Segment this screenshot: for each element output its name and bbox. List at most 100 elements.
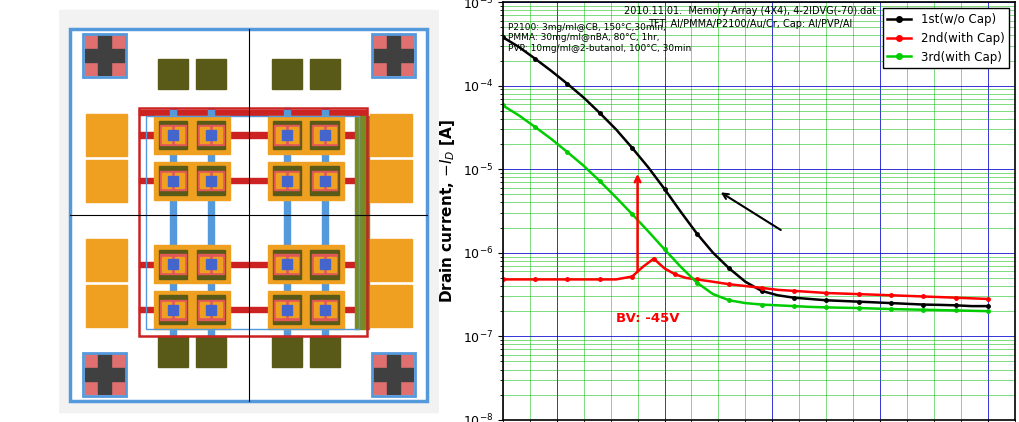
Legend: 1st(w/o Cap), 2nd(with Cap), 3rd(with Cap): 1st(w/o Cap), 2nd(with Cap), 3rd(with Ca… (881, 8, 1008, 68)
Bar (197, 250, 225, 279)
3rd(with Cap) (642, 229, 654, 234)
3rd(with Cap) (836, 305, 848, 310)
Bar (139, 307, 367, 312)
Bar (312, 254, 337, 274)
Bar (310, 295, 339, 324)
Bar (399, 62, 413, 75)
Bar (327, 173, 335, 188)
1st(w/o Cap) (560, 81, 573, 87)
Bar (199, 171, 223, 190)
Bar (158, 166, 187, 195)
2nd(with Cap) (706, 279, 718, 284)
3rd(with Cap) (883, 306, 896, 311)
1st(w/o Cap) (706, 250, 718, 255)
Bar (370, 114, 412, 156)
2nd(with Cap) (981, 296, 994, 301)
2nd(with Cap) (819, 290, 832, 295)
Bar (192, 116, 229, 154)
Bar (200, 173, 209, 188)
Bar (192, 162, 229, 200)
Bar (154, 245, 192, 283)
1st(w/o Cap) (803, 296, 815, 301)
Bar (314, 302, 322, 317)
Bar (306, 245, 343, 283)
Bar (162, 257, 170, 272)
Line: 1st(w/o Cap): 1st(w/o Cap) (500, 35, 988, 308)
2nd(with Cap) (609, 277, 622, 282)
Bar (213, 302, 221, 317)
Line: 2nd(with Cap): 2nd(with Cap) (500, 257, 988, 301)
Bar (373, 62, 386, 75)
Bar (111, 381, 124, 394)
2nd(with Cap) (657, 266, 669, 271)
3rd(with Cap) (803, 304, 815, 309)
Bar (158, 295, 187, 324)
Bar (85, 62, 98, 75)
1st(w/o Cap) (496, 35, 508, 40)
Bar (168, 305, 177, 315)
Bar (196, 59, 226, 89)
Bar (310, 336, 339, 367)
3rd(with Cap) (657, 247, 669, 252)
Bar (320, 305, 329, 315)
2nd(with Cap) (755, 285, 767, 290)
Text: 2010.11.01.  Memory Array (4X4), 4-2IDVG(-70).dat: 2010.11.01. Memory Array (4X4), 4-2IDVG(… (623, 6, 875, 16)
Bar (154, 291, 192, 329)
Bar (355, 116, 368, 329)
Bar (111, 62, 124, 75)
3rd(with Cap) (609, 195, 622, 200)
Bar (160, 125, 185, 145)
2nd(with Cap) (680, 276, 692, 281)
Bar (372, 353, 414, 395)
Bar (213, 257, 221, 272)
Bar (199, 125, 223, 145)
Bar (85, 381, 98, 394)
Bar (399, 354, 413, 368)
2nd(with Cap) (577, 277, 589, 282)
Bar (154, 162, 192, 200)
Bar (272, 250, 301, 279)
Bar (168, 130, 177, 140)
3rd(with Cap) (674, 264, 686, 269)
1st(w/o Cap) (529, 56, 541, 61)
3rd(with Cap) (577, 163, 589, 168)
1st(w/o Cap) (577, 95, 589, 100)
Bar (200, 127, 209, 143)
3rd(with Cap) (949, 308, 961, 313)
1st(w/o Cap) (916, 302, 928, 307)
2nd(with Cap) (770, 287, 783, 292)
2nd(with Cap) (852, 292, 864, 297)
Bar (268, 245, 306, 283)
1st(w/o Cap) (932, 302, 945, 307)
Bar (284, 108, 289, 336)
Bar (372, 34, 414, 76)
Bar (139, 133, 367, 138)
2nd(with Cap) (636, 264, 648, 269)
Bar (373, 49, 413, 62)
Y-axis label: Drain current, $-I_D$ [A]: Drain current, $-I_D$ [A] (438, 119, 457, 303)
2nd(with Cap) (916, 294, 928, 299)
Bar (70, 29, 427, 401)
3rd(with Cap) (496, 103, 508, 108)
Bar (162, 127, 170, 143)
2nd(with Cap) (836, 291, 848, 296)
1st(w/o Cap) (949, 303, 961, 308)
1st(w/o Cap) (626, 145, 638, 150)
2nd(with Cap) (803, 289, 815, 295)
Bar (175, 173, 183, 188)
3rd(with Cap) (626, 211, 638, 216)
Bar (206, 176, 216, 186)
Bar (175, 302, 183, 317)
Bar (154, 116, 192, 154)
Bar (170, 108, 175, 336)
2nd(with Cap) (900, 293, 912, 298)
Bar (399, 381, 413, 394)
3rd(with Cap) (529, 124, 541, 130)
Bar (162, 302, 170, 317)
Bar (310, 166, 339, 195)
3rd(with Cap) (690, 280, 702, 285)
1st(w/o Cap) (690, 231, 702, 236)
Bar (111, 35, 124, 49)
1st(w/o Cap) (981, 303, 994, 308)
Bar (306, 162, 343, 200)
